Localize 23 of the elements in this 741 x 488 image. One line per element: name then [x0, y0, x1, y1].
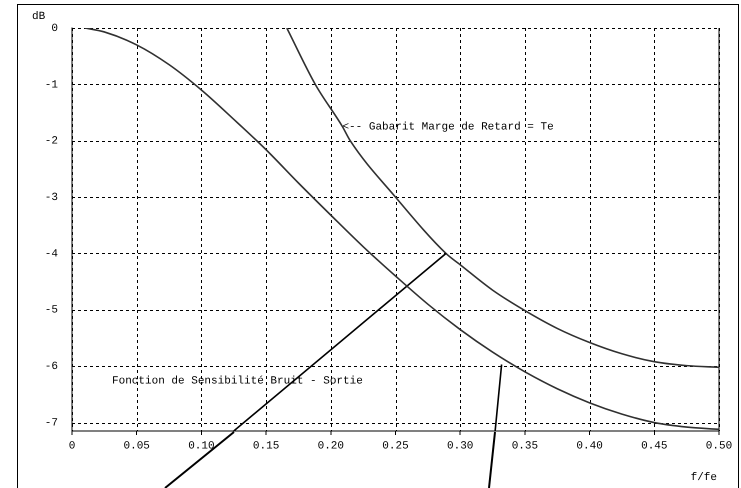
x-tick-label: 0.25: [382, 440, 409, 453]
x-tick-label: 0.10: [188, 440, 215, 453]
y-tick-label: -1: [44, 79, 58, 92]
annotation: <-- Gabarit Marge de Retard = Te: [342, 122, 554, 134]
line-series: [286, 28, 719, 368]
x-tick-label: 0.20: [318, 440, 344, 453]
y-tick-label: -3: [44, 192, 58, 204]
y-tick-label: -6: [44, 361, 58, 374]
x-tick-label: 0.30: [446, 440, 474, 453]
y-tick-label: 0: [51, 22, 58, 35]
x-tick-label: 0.15: [252, 440, 280, 453]
y-axis-title: dB: [32, 10, 46, 23]
y-tick-label: -7: [44, 417, 58, 430]
x-tick-label: 0.40: [576, 440, 603, 453]
x-tick-label: 0.35: [512, 440, 538, 453]
x-tick-label: 0.45: [641, 440, 668, 453]
x-axis-title: f/fe: [690, 472, 717, 484]
y-tick-label: -5: [44, 304, 58, 317]
y-tick-label: -2: [44, 136, 58, 148]
x-tick-label: 0: [68, 440, 76, 453]
x-tick-label: 0.50: [706, 440, 732, 453]
x-tick-label: 0.05: [123, 440, 150, 453]
y-tick-label: -4: [44, 248, 58, 260]
